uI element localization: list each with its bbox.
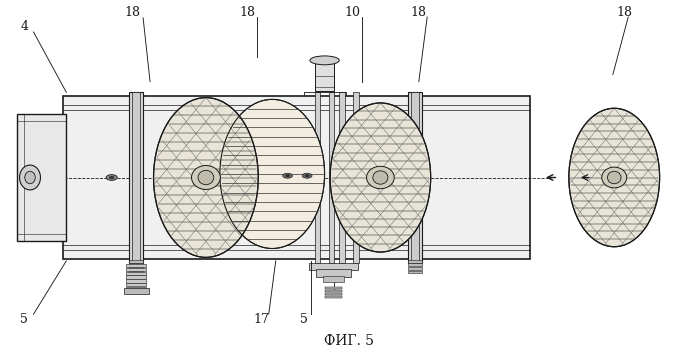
Text: 10: 10 — [345, 6, 360, 19]
Bar — [316, 269, 351, 277]
Bar — [309, 263, 358, 270]
Circle shape — [305, 175, 309, 177]
Bar — [329, 92, 334, 263]
Text: 18: 18 — [617, 6, 632, 19]
Bar — [129, 278, 143, 280]
Bar — [323, 276, 344, 282]
Bar — [408, 271, 422, 273]
Text: ФИГ. 5: ФИГ. 5 — [324, 334, 374, 348]
Text: 4: 4 — [20, 20, 29, 33]
Bar — [132, 92, 140, 263]
Text: 18: 18 — [411, 6, 426, 19]
Bar — [411, 92, 419, 263]
Bar — [339, 92, 345, 263]
Bar — [129, 260, 143, 263]
Bar — [325, 296, 342, 298]
Bar — [129, 271, 143, 273]
Bar — [126, 275, 146, 279]
Bar — [126, 287, 146, 290]
Bar — [126, 279, 146, 283]
Bar — [325, 293, 342, 295]
Ellipse shape — [366, 166, 394, 189]
Circle shape — [283, 173, 292, 178]
Bar — [129, 92, 143, 263]
Ellipse shape — [220, 99, 325, 248]
Text: 5: 5 — [299, 313, 308, 326]
Bar — [315, 92, 320, 263]
Bar — [325, 287, 342, 289]
Bar — [129, 263, 143, 266]
Bar — [126, 268, 146, 271]
Ellipse shape — [191, 165, 221, 190]
Bar — [126, 264, 146, 267]
Bar — [129, 267, 143, 270]
Ellipse shape — [569, 108, 660, 247]
Bar — [408, 267, 422, 270]
Bar — [353, 92, 359, 263]
Bar — [315, 60, 334, 91]
Bar — [124, 288, 149, 294]
Bar — [408, 263, 422, 266]
Ellipse shape — [25, 171, 35, 184]
Ellipse shape — [607, 171, 621, 184]
Text: 18: 18 — [240, 6, 255, 19]
Bar — [17, 114, 66, 241]
Text: 5: 5 — [20, 313, 29, 326]
Bar — [126, 272, 146, 275]
Text: 17: 17 — [254, 313, 269, 326]
Ellipse shape — [20, 165, 40, 190]
Ellipse shape — [198, 170, 214, 185]
Text: 18: 18 — [125, 6, 140, 19]
Bar — [408, 92, 422, 263]
Bar — [325, 290, 342, 292]
Ellipse shape — [373, 171, 388, 184]
Circle shape — [106, 175, 117, 180]
Circle shape — [285, 175, 290, 177]
Bar — [126, 283, 146, 286]
Bar — [129, 274, 143, 277]
Ellipse shape — [330, 103, 431, 252]
Circle shape — [302, 173, 312, 178]
Ellipse shape — [602, 167, 627, 188]
Bar — [63, 96, 530, 259]
Ellipse shape — [310, 56, 339, 65]
Bar — [408, 260, 422, 263]
Ellipse shape — [154, 98, 258, 257]
Circle shape — [110, 176, 114, 179]
